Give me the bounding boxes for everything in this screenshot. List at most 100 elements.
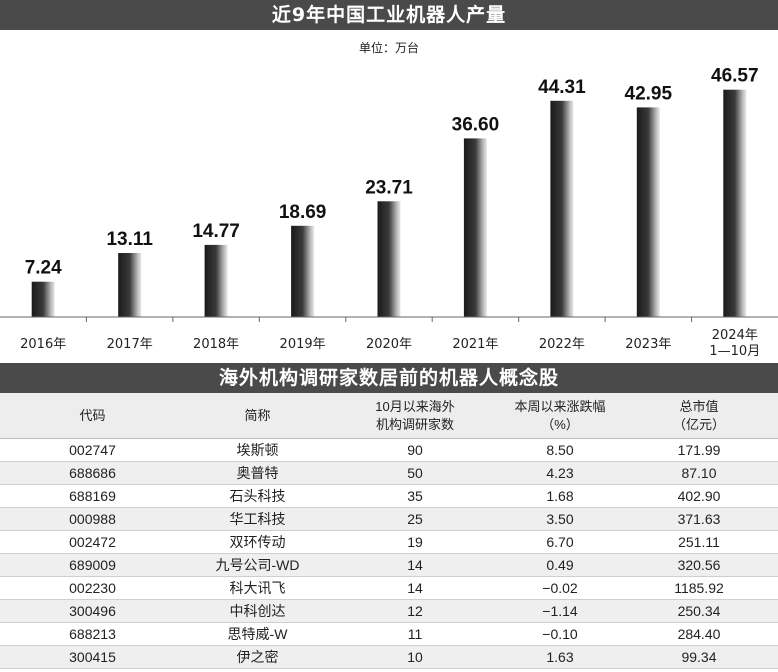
cell-chg: 1.68 xyxy=(500,484,620,508)
bar xyxy=(118,253,142,317)
data-label: 44.31 xyxy=(538,77,586,98)
table-row: 688213 思特威-W 11 −0.10 284.40 xyxy=(0,622,778,646)
data-label: 18.69 xyxy=(279,202,327,223)
x-tick-label: 2022年 xyxy=(539,337,585,352)
data-label: 36.60 xyxy=(452,114,500,135)
x-tick-label: 2023年 xyxy=(625,337,671,352)
bar xyxy=(204,244,228,317)
unit-label: 单位：万台 xyxy=(359,40,419,55)
bar-chart: 单位：万台 7.24 13.11 14.77 18.69 23.71 36.60 44.31… xyxy=(0,40,778,359)
data-label: 14.77 xyxy=(192,221,240,242)
table-row: 300415 伊之密 10 1.63 99.34 xyxy=(0,645,778,669)
bars-group: 7.24 13.11 14.77 18.69 23.71 36.60 44.31 42.95 4… xyxy=(25,66,759,318)
table-header-row: 代码 简称 10月以来海外 机构调研家数 本周以来涨跌幅 （%） 总市值 （亿元） xyxy=(0,393,778,439)
cell-code: 689009 xyxy=(0,553,185,577)
x-tick-label: 2016年 xyxy=(20,337,66,352)
cell-name: 奥普特 xyxy=(185,461,330,485)
cell-code: 688213 xyxy=(0,622,185,646)
cell-chg: −1.14 xyxy=(500,599,620,623)
header-code: 代码 xyxy=(0,393,185,439)
cell-inst: 14 xyxy=(330,576,500,600)
cell-chg: 1.63 xyxy=(500,645,620,669)
bar xyxy=(723,89,747,317)
cell-chg: 3.50 xyxy=(500,507,620,531)
cell-cap: 250.34 xyxy=(620,599,778,623)
x-tick-label: 2018年 xyxy=(193,337,239,352)
header-name: 简称 xyxy=(185,393,330,439)
cell-name: 双环传动 xyxy=(185,530,330,554)
data-label: 13.11 xyxy=(106,229,153,250)
cell-cap: 284.40 xyxy=(620,622,778,646)
header-cap: 总市值 （亿元） xyxy=(620,393,778,439)
cell-inst: 50 xyxy=(330,461,500,485)
data-label: 46.57 xyxy=(711,66,759,87)
cell-code: 300415 xyxy=(0,645,185,669)
table-row: 688169 石头科技 35 1.68 402.90 xyxy=(0,484,778,508)
cell-name: 伊之密 xyxy=(185,645,330,669)
table-row: 000988 华工科技 25 3.50 371.63 xyxy=(0,507,778,531)
stock-table: 代码 简称 10月以来海外 机构调研家数 本周以来涨跌幅 （%） 总市值 （亿元） 0… xyxy=(0,393,778,669)
cell-name: 中科创达 xyxy=(185,599,330,623)
header-inst: 10月以来海外 机构调研家数 xyxy=(330,393,500,439)
header-inst-line2: 机构调研家数 xyxy=(375,416,454,432)
cell-inst: 14 xyxy=(330,553,500,577)
cell-inst: 35 xyxy=(330,484,500,508)
cell-cap: 320.56 xyxy=(620,553,778,577)
cell-code: 002472 xyxy=(0,530,185,554)
cell-cap: 87.10 xyxy=(620,461,778,485)
table-row: 300496 中科创达 12 −1.14 250.34 xyxy=(0,599,778,623)
bar xyxy=(636,107,660,318)
bar xyxy=(291,225,315,317)
table-row: 002230 科大讯飞 14 −0.02 1185.92 xyxy=(0,576,778,600)
cell-code: 688686 xyxy=(0,461,185,485)
cell-inst: 11 xyxy=(330,622,500,646)
table-row: 002747 埃斯顿 90 8.50 171.99 xyxy=(0,438,778,462)
cell-inst: 12 xyxy=(330,599,500,623)
cell-code: 300496 xyxy=(0,599,185,623)
x-tick-label: 2019年 xyxy=(280,337,326,352)
cell-name: 九号公司-WD xyxy=(185,553,330,577)
cell-cap: 402.90 xyxy=(620,484,778,508)
cell-chg: 4.23 xyxy=(500,461,620,485)
header-chg: 本周以来涨跌幅 （%） xyxy=(500,393,620,439)
bar xyxy=(377,201,401,317)
x-tick-label: 2017年 xyxy=(107,337,153,352)
cell-inst: 25 xyxy=(330,507,500,531)
cell-name: 科大讯飞 xyxy=(185,576,330,600)
header-inst-line1: 10月以来海外 xyxy=(375,398,455,414)
data-label: 42.95 xyxy=(625,83,673,104)
x-tick-labels: 2016年 2017年 2018年 2019年 2020年 2021年 2022年 2023年… xyxy=(20,317,760,359)
x-tick-label: 2024年 1—10月 xyxy=(709,328,760,359)
chart-title: 近9年中国工业机器人产量 xyxy=(0,0,778,30)
header-cap-line1: 总市值 xyxy=(679,398,719,414)
header-chg-line2: （%） xyxy=(541,416,579,432)
cell-name: 华工科技 xyxy=(185,507,330,531)
bar xyxy=(550,100,574,317)
table-title: 海外机构调研家数居前的机器人概念股 xyxy=(0,363,778,393)
cell-code: 002747 xyxy=(0,438,185,462)
table-row: 688686 奥普特 50 4.23 87.10 xyxy=(0,461,778,485)
chart-area: 单位：万台 7.24 13.11 14.77 18.69 23.71 36.60 44.31… xyxy=(0,30,778,363)
table-row: 689009 九号公司-WD 14 0.49 320.56 xyxy=(0,553,778,577)
cell-cap: 171.99 xyxy=(620,438,778,462)
cell-cap: 251.11 xyxy=(620,530,778,554)
cell-chg: 8.50 xyxy=(500,438,620,462)
data-label: 23.71 xyxy=(365,177,413,198)
cell-name: 埃斯顿 xyxy=(185,438,330,462)
cell-name: 思特威-W xyxy=(185,622,330,646)
cell-inst: 19 xyxy=(330,530,500,554)
bar xyxy=(31,281,55,317)
cell-chg: 6.70 xyxy=(500,530,620,554)
cell-chg: −0.10 xyxy=(500,622,620,646)
table-row: 002472 双环传动 19 6.70 251.11 xyxy=(0,530,778,554)
cell-inst: 90 xyxy=(330,438,500,462)
cell-cap: 371.63 xyxy=(620,507,778,531)
cell-chg: −0.02 xyxy=(500,576,620,600)
cell-cap: 1185.92 xyxy=(620,576,778,600)
x-tick-label: 2020年 xyxy=(366,337,412,352)
x-tick-label: 2021年 xyxy=(452,337,498,352)
cell-name: 石头科技 xyxy=(185,484,330,508)
cell-cap: 99.34 xyxy=(620,645,778,669)
cell-chg: 0.49 xyxy=(500,553,620,577)
table-body: 002747 埃斯顿 90 8.50 171.99 688686 奥普特 50 4.23 87.1… xyxy=(0,438,778,669)
